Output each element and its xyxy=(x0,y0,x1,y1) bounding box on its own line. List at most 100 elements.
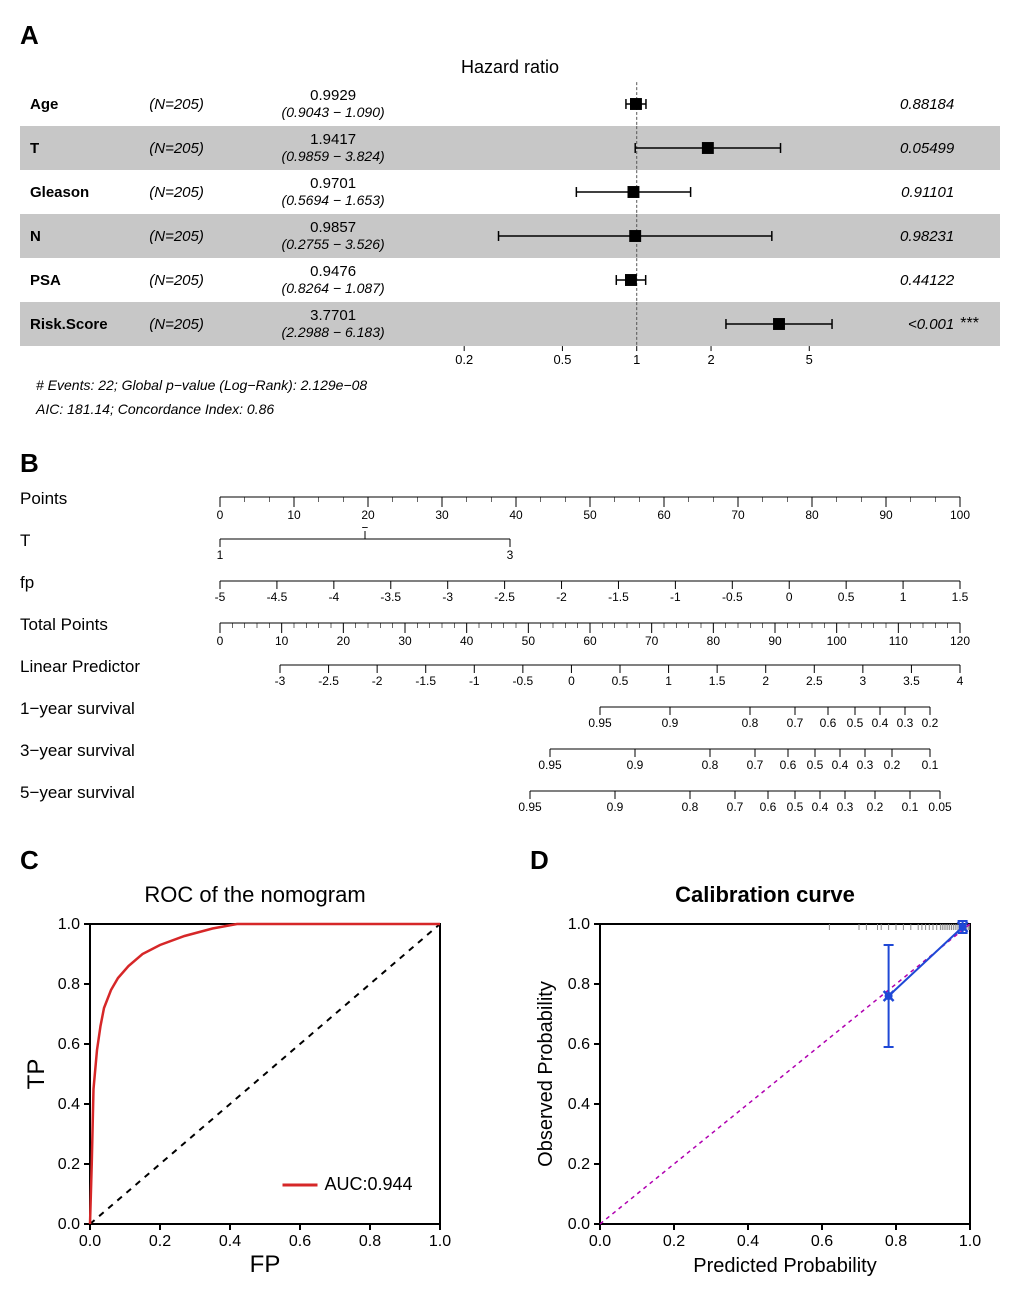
forest-n: (N=205) xyxy=(149,140,248,157)
svg-text:0.5: 0.5 xyxy=(807,758,824,772)
panel-d-label: D xyxy=(530,845,1000,876)
nomo-row: T123 xyxy=(20,527,1000,563)
forest-var: T xyxy=(20,140,149,157)
nomo-row: 5−year survival0.950.90.80.70.60.50.40.3… xyxy=(20,779,1000,815)
nomo-row: 3−year survival0.950.90.80.70.60.50.40.3… xyxy=(20,737,1000,773)
roc-title: ROC of the nomogram xyxy=(20,882,490,908)
forest-row: T(N=205)1.9417(0.9859 − 3.824)0.05499 xyxy=(20,126,1000,170)
svg-text:0.7: 0.7 xyxy=(787,716,804,730)
svg-text:60: 60 xyxy=(583,634,597,647)
svg-text:120: 120 xyxy=(950,634,970,647)
roc-chart: 0.00.00.20.20.40.40.60.60.80.81.01.0FPTP… xyxy=(20,914,460,1284)
svg-text:-5: -5 xyxy=(215,590,226,604)
svg-text:-2: -2 xyxy=(372,674,383,688)
svg-text:2.5: 2.5 xyxy=(806,674,823,688)
svg-text:-1.5: -1.5 xyxy=(608,590,629,604)
forest-marker xyxy=(418,214,845,258)
svg-text:0.4: 0.4 xyxy=(58,1096,80,1113)
svg-text:0.4: 0.4 xyxy=(872,716,889,730)
svg-text:0.8: 0.8 xyxy=(702,758,719,772)
forest-n: (N=205) xyxy=(149,316,248,333)
svg-text:Observed Probability: Observed Probability xyxy=(535,982,557,1168)
svg-text:0.95: 0.95 xyxy=(518,800,542,814)
svg-text:-2.5: -2.5 xyxy=(494,590,515,604)
svg-text:0.8: 0.8 xyxy=(58,976,80,993)
svg-text:60: 60 xyxy=(657,508,671,521)
forest-marker xyxy=(418,82,845,126)
svg-text:0.2: 0.2 xyxy=(149,1233,171,1250)
svg-text:1.0: 1.0 xyxy=(429,1233,451,1250)
svg-text:3.5: 3.5 xyxy=(903,674,920,688)
forest-marker xyxy=(418,126,845,170)
svg-text:0.9: 0.9 xyxy=(627,758,644,772)
svg-text:0.0: 0.0 xyxy=(58,1216,80,1233)
svg-text:-3: -3 xyxy=(275,674,286,688)
svg-text:0.2: 0.2 xyxy=(922,716,939,730)
svg-text:0: 0 xyxy=(786,590,793,604)
svg-text:100: 100 xyxy=(950,508,970,521)
svg-text:5: 5 xyxy=(805,352,812,367)
nomo-label: T xyxy=(20,527,200,551)
svg-text:30: 30 xyxy=(398,634,412,647)
svg-text:0.4: 0.4 xyxy=(568,1096,590,1113)
svg-text:0.6: 0.6 xyxy=(760,800,777,814)
svg-text:0.8: 0.8 xyxy=(742,716,759,730)
forest-p: 0.91101 xyxy=(845,184,960,201)
svg-text:0.05: 0.05 xyxy=(928,800,952,814)
nomo-axis: 0102030405060708090100 xyxy=(200,485,1000,521)
nomo-axis: 0102030405060708090100110120 xyxy=(200,611,1000,647)
svg-text:1.0: 1.0 xyxy=(959,1233,981,1250)
svg-text:-3: -3 xyxy=(442,590,453,604)
svg-text:-3.5: -3.5 xyxy=(380,590,401,604)
svg-text:-1: -1 xyxy=(670,590,681,604)
svg-text:0.3: 0.3 xyxy=(837,800,854,814)
svg-text:0.5: 0.5 xyxy=(847,716,864,730)
svg-text:0.4: 0.4 xyxy=(832,758,849,772)
nomo-row: fp-5-4.5-4-3.5-3-2.5-2-1.5-1-0.500.511.5 xyxy=(20,569,1000,605)
calib-title: Calibration curve xyxy=(530,882,1000,908)
svg-text:0.2: 0.2 xyxy=(867,800,884,814)
svg-text:-4: -4 xyxy=(329,590,340,604)
svg-text:4: 4 xyxy=(957,674,964,688)
svg-text:90: 90 xyxy=(768,634,782,647)
svg-text:1: 1 xyxy=(633,352,640,367)
svg-text:20: 20 xyxy=(337,634,351,647)
forest-est: 1.9417(0.9859 − 3.824) xyxy=(249,132,418,164)
svg-text:0.2: 0.2 xyxy=(568,1156,590,1173)
svg-text:1.0: 1.0 xyxy=(58,916,80,933)
forest-var: N xyxy=(20,228,149,245)
svg-text:3: 3 xyxy=(507,548,514,562)
forest-row: N(N=205)0.9857(0.2755 − 3.526)0.98231 xyxy=(20,214,1000,258)
svg-text:-0.5: -0.5 xyxy=(722,590,743,604)
svg-text:-2: -2 xyxy=(556,590,567,604)
svg-text:0.2: 0.2 xyxy=(455,352,473,367)
svg-text:0.7: 0.7 xyxy=(727,800,744,814)
panel-c-label: C xyxy=(20,845,490,876)
svg-text:0.5: 0.5 xyxy=(787,800,804,814)
svg-text:1.5: 1.5 xyxy=(709,674,726,688)
svg-text:2: 2 xyxy=(707,352,714,367)
nomo-label: 3−year survival xyxy=(20,737,200,761)
svg-text:0.6: 0.6 xyxy=(780,758,797,772)
svg-text:0.5: 0.5 xyxy=(612,674,629,688)
nomo-axis: 0.950.90.80.70.60.50.40.30.20.10.05 xyxy=(200,779,1000,815)
calib-chart: 0.00.00.20.20.40.40.60.60.80.81.01.0Pred… xyxy=(530,914,990,1284)
svg-text:0.3: 0.3 xyxy=(857,758,874,772)
svg-text:3: 3 xyxy=(860,674,867,688)
svg-text:0.2: 0.2 xyxy=(663,1233,685,1250)
svg-text:0.8: 0.8 xyxy=(885,1233,907,1250)
svg-text:0: 0 xyxy=(568,674,575,688)
svg-text:0.6: 0.6 xyxy=(568,1036,590,1053)
nomo-label: 5−year survival xyxy=(20,779,200,803)
forest-row: Age(N=205)0.9929(0.9043 − 1.090)0.88184 xyxy=(20,82,1000,126)
svg-text:50: 50 xyxy=(583,508,597,521)
panel-c-roc: C ROC of the nomogram 0.00.00.20.20.40.4… xyxy=(20,845,490,1289)
svg-text:1: 1 xyxy=(217,548,224,562)
svg-text:70: 70 xyxy=(645,634,659,647)
forest-marker xyxy=(418,170,845,214)
nomo-row: Linear Predictor-3-2.5-2-1.5-1-0.500.511… xyxy=(20,653,1000,689)
svg-text:0.6: 0.6 xyxy=(811,1233,833,1250)
svg-text:0.8: 0.8 xyxy=(568,976,590,993)
svg-text:0.0: 0.0 xyxy=(568,1216,590,1233)
nomo-label: 1−year survival xyxy=(20,695,200,719)
